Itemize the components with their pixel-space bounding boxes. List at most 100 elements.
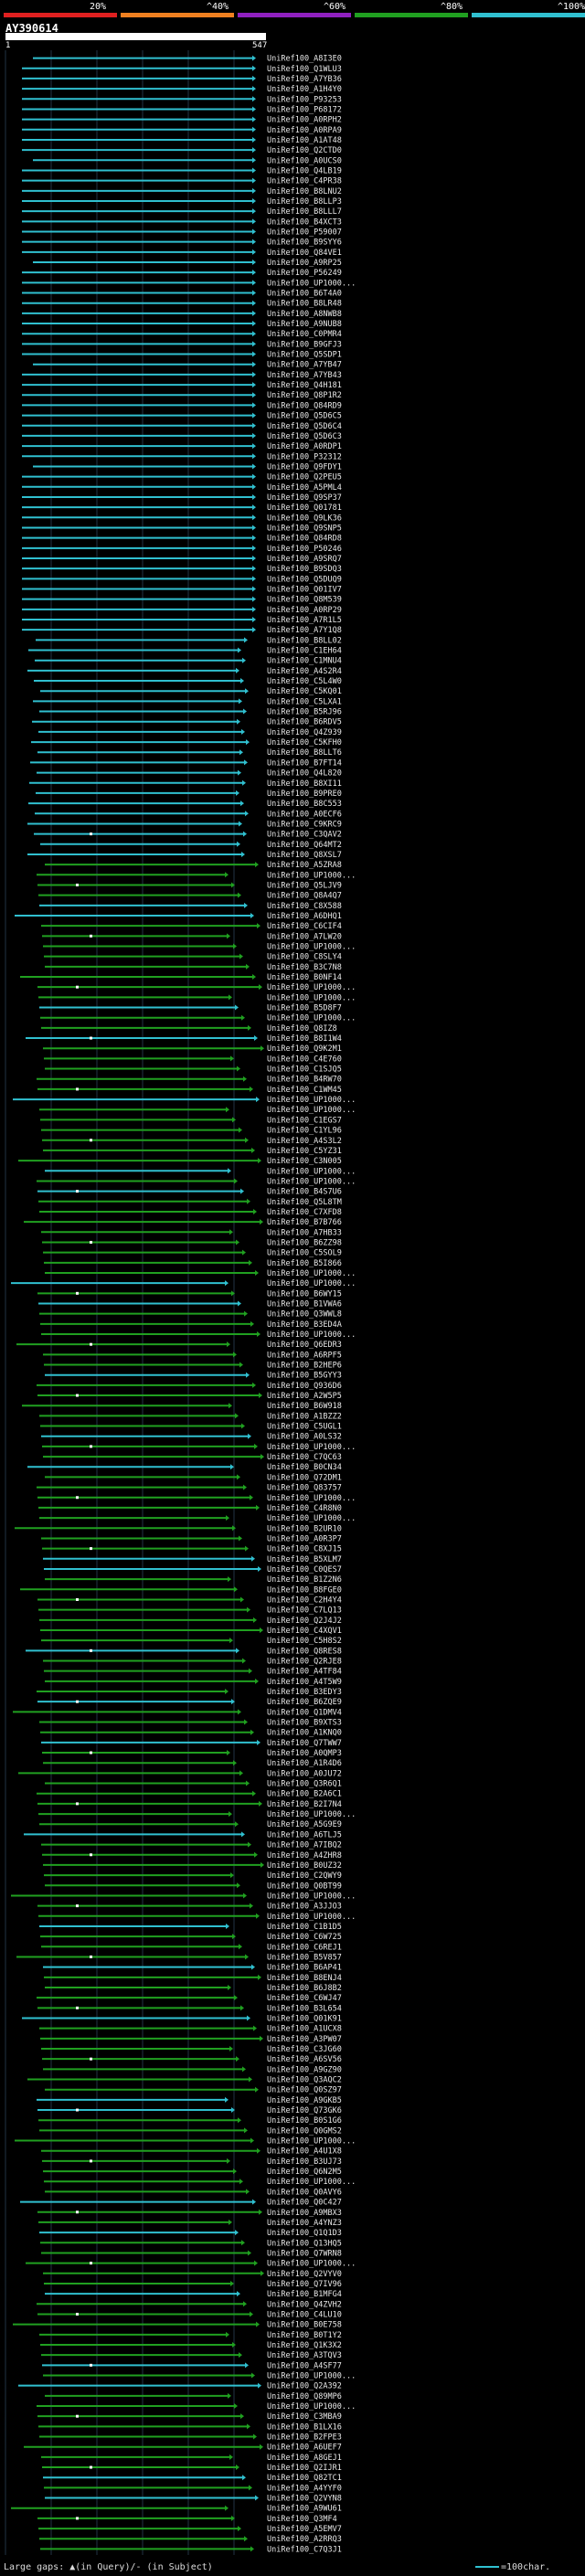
hit-label[interactable]: UniRef100_B6RDV5 [267, 718, 342, 727]
hit-label[interactable]: UniRef100_B0E758 [267, 2321, 342, 2330]
hit-row[interactable]: UniRef100_Q9K2M1 [43, 1044, 342, 1054]
hit-row[interactable]: UniRef100_B3EDY3 [37, 1688, 342, 1697]
hit-row[interactable]: UniRef100_Q6EDR3 [16, 1341, 342, 1350]
hit-row[interactable]: UniRef100_A1KNQ0 [40, 1729, 342, 1738]
hit-row[interactable]: UniRef100_Q01K91 [22, 2015, 342, 2024]
hit-row[interactable]: UniRef100_B9XTS3 [39, 1719, 342, 1728]
hit-row[interactable]: UniRef100_B2I7N4 [37, 1800, 342, 1809]
hit-label[interactable]: UniRef100_Q7WRN8 [267, 2249, 342, 2258]
hit-row[interactable]: UniRef100_Q2A392 [18, 2382, 342, 2391]
hit-label[interactable]: UniRef100_Q84RD8 [267, 535, 342, 544]
hit-row[interactable]: UniRef100_C8XJ15 [42, 1545, 342, 1554]
hit-label[interactable]: UniRef100_B0NF14 [267, 973, 342, 982]
hit-label[interactable]: UniRef100_A1UCX8 [267, 2025, 342, 2034]
hit-row[interactable]: UniRef100_B8XI11 [29, 779, 342, 789]
hit-row[interactable]: UniRef100_B4S7U6 [37, 1188, 342, 1197]
hit-label[interactable]: UniRef100_P32312 [267, 452, 342, 461]
hit-label[interactable]: UniRef100_UP1000... [267, 1810, 356, 1819]
hit-row[interactable]: UniRef100_Q2IJR1 [42, 2464, 342, 2473]
hit-label[interactable]: UniRef100_Q73GK6 [267, 2106, 342, 2115]
hit-label[interactable]: UniRef100_Q9SNP5 [267, 524, 342, 533]
hit-label[interactable]: UniRef100_A0QMP3 [267, 1749, 342, 1758]
hit-row[interactable]: UniRef100_B6ZZ98 [42, 1238, 342, 1247]
hit-label[interactable]: UniRef100_A3PW07 [267, 2035, 342, 2044]
hit-label[interactable]: UniRef100_C3JG60 [267, 2045, 342, 2054]
hit-row[interactable]: UniRef100_A7YB43 [22, 371, 342, 380]
hit-label[interactable]: UniRef100_C1B1D5 [267, 1923, 342, 1932]
hit-label[interactable]: UniRef100_Q3MF4 [267, 2515, 337, 2524]
hit-label[interactable]: UniRef100_C6W725 [267, 1933, 342, 1942]
hit-label[interactable]: UniRef100_Q13HQ5 [267, 2239, 342, 2248]
hit-label[interactable]: UniRef100_B8C553 [267, 800, 342, 809]
hit-row[interactable]: UniRef100_Q1Q1D3 [39, 2229, 342, 2238]
hit-label[interactable]: UniRef100_Q0SZ97 [267, 2086, 342, 2095]
hit-row[interactable]: UniRef100_P68172 [22, 105, 342, 114]
hit-row[interactable]: UniRef100_A4YYF0 [44, 2484, 342, 2493]
hit-row[interactable]: UniRef100_Q5L8TM [38, 1198, 342, 1207]
hit-row[interactable]: UniRef100_B0CN34 [27, 1463, 342, 1472]
hit-label[interactable]: UniRef100_A8I3E0 [267, 55, 342, 64]
hit-label[interactable]: UniRef100_B0S1G6 [267, 2116, 342, 2125]
hit-row[interactable]: UniRef100_A5ZRA8 [45, 861, 342, 870]
hit-label[interactable]: UniRef100_B9SDQ3 [267, 565, 342, 574]
hit-label[interactable]: UniRef100_C1SJQ5 [267, 1065, 342, 1075]
hit-label[interactable]: UniRef100_B2UR10 [267, 1524, 342, 1533]
hit-label[interactable]: UniRef100_Q4ZVH2 [267, 2300, 342, 2309]
hit-label[interactable]: UniRef100_B2I7N4 [267, 1800, 342, 1809]
hit-label[interactable]: UniRef100_B1VWA6 [267, 1300, 342, 1309]
hit-row[interactable]: UniRef100_B7FT14 [30, 758, 342, 768]
hit-label[interactable]: UniRef100_UP1000... [267, 1167, 356, 1176]
hit-row[interactable]: UniRef100_A4S3L2 [42, 1137, 342, 1146]
hit-label[interactable]: UniRef100_A1H4Y0 [267, 85, 342, 94]
hit-label[interactable]: UniRef100_B4XCT3 [267, 217, 342, 227]
hit-row[interactable]: UniRef100_Q0BT99 [45, 1882, 342, 1891]
hit-label[interactable]: UniRef100_Q0GMS2 [267, 2126, 342, 2136]
hit-row[interactable]: UniRef100_A3TQV3 [41, 2351, 342, 2360]
hit-label[interactable]: UniRef100_B8LL02 [267, 636, 342, 645]
hit-label[interactable]: UniRef100_C8X588 [267, 902, 342, 911]
hit-label[interactable]: UniRef100_Q89MP6 [267, 2392, 342, 2401]
hit-row[interactable]: UniRef100_C5LXA1 [33, 697, 342, 706]
hit-label[interactable]: UniRef100_C1EGS7 [267, 1116, 342, 1125]
hit-row[interactable]: UniRef100_C3N005 [18, 1157, 342, 1166]
hit-row[interactable]: UniRef100_A8I3E0 [33, 55, 342, 64]
hit-label[interactable]: UniRef100_A9SRQ7 [267, 555, 342, 564]
hit-label[interactable]: UniRef100_A9NUB8 [267, 320, 342, 329]
hit-label[interactable]: UniRef100_P56249 [267, 269, 342, 278]
hit-label[interactable]: UniRef100_C0QES7 [267, 1565, 342, 1574]
hit-label[interactable]: UniRef100_C6REJ1 [267, 1943, 342, 1952]
hit-row[interactable]: UniRef100_UP1000... [11, 1892, 356, 1901]
hit-row[interactable]: UniRef100_P56249 [22, 269, 342, 278]
hit-label[interactable]: UniRef100_B7B766 [267, 1218, 342, 1227]
hit-label[interactable]: UniRef100_C5L4W0 [267, 677, 342, 686]
hit-row[interactable]: UniRef100_P32312 [22, 452, 342, 461]
hit-row[interactable]: UniRef100_Q1WLU3 [22, 65, 342, 74]
hit-row[interactable]: UniRef100_UP1000... [39, 1106, 356, 1115]
hit-label[interactable]: UniRef100_UP1000... [267, 1913, 356, 1922]
hit-label[interactable]: UniRef100_Q1Q1D3 [267, 2229, 342, 2238]
hit-row[interactable]: UniRef100_B9SDQ3 [22, 565, 342, 574]
hit-row[interactable]: UniRef100_B2HEP6 [44, 1362, 342, 1371]
hit-row[interactable]: UniRef100_A0JU72 [18, 1769, 342, 1778]
hit-row[interactable]: UniRef100_A9GKB5 [37, 2096, 342, 2105]
hit-row[interactable]: UniRef100_A6RPF5 [43, 1351, 342, 1360]
hit-row[interactable]: UniRef100_A9MBX3 [37, 2209, 342, 2218]
hit-label[interactable]: UniRef100_P59007 [267, 228, 342, 238]
hit-row[interactable]: UniRef100_Q2VYN8 [45, 2495, 342, 2504]
hit-label[interactable]: UniRef100_UP1000... [267, 943, 356, 952]
hit-row[interactable]: UniRef100_A9WU61 [11, 2505, 342, 2514]
hit-label[interactable]: UniRef100_A8GEJ1 [267, 2454, 342, 2463]
hit-label[interactable]: UniRef100_A5ZRA8 [267, 861, 342, 870]
hit-label[interactable]: UniRef100_UP1000... [267, 1177, 356, 1186]
hit-label[interactable]: UniRef100_B1LX16 [267, 2422, 342, 2432]
hit-label[interactable]: UniRef100_Q2J4J2 [267, 1617, 342, 1626]
hit-row[interactable]: UniRef100_C4PR38 [22, 177, 342, 186]
hit-label[interactable]: UniRef100_B6W918 [267, 1402, 342, 1411]
hit-row[interactable]: UniRef100_P59007 [22, 228, 342, 238]
hit-label[interactable]: UniRef100_P68172 [267, 105, 342, 114]
hit-row[interactable]: UniRef100_C6WJ47 [37, 1994, 342, 2003]
hit-row[interactable]: UniRef100_Q5D6C3 [22, 432, 342, 441]
hit-label[interactable]: UniRef100_B2HEP6 [267, 1362, 342, 1371]
hit-row[interactable]: UniRef100_A9GZ90 [43, 2065, 342, 2074]
hit-row[interactable]: UniRef100_A8GEJ1 [41, 2454, 342, 2463]
